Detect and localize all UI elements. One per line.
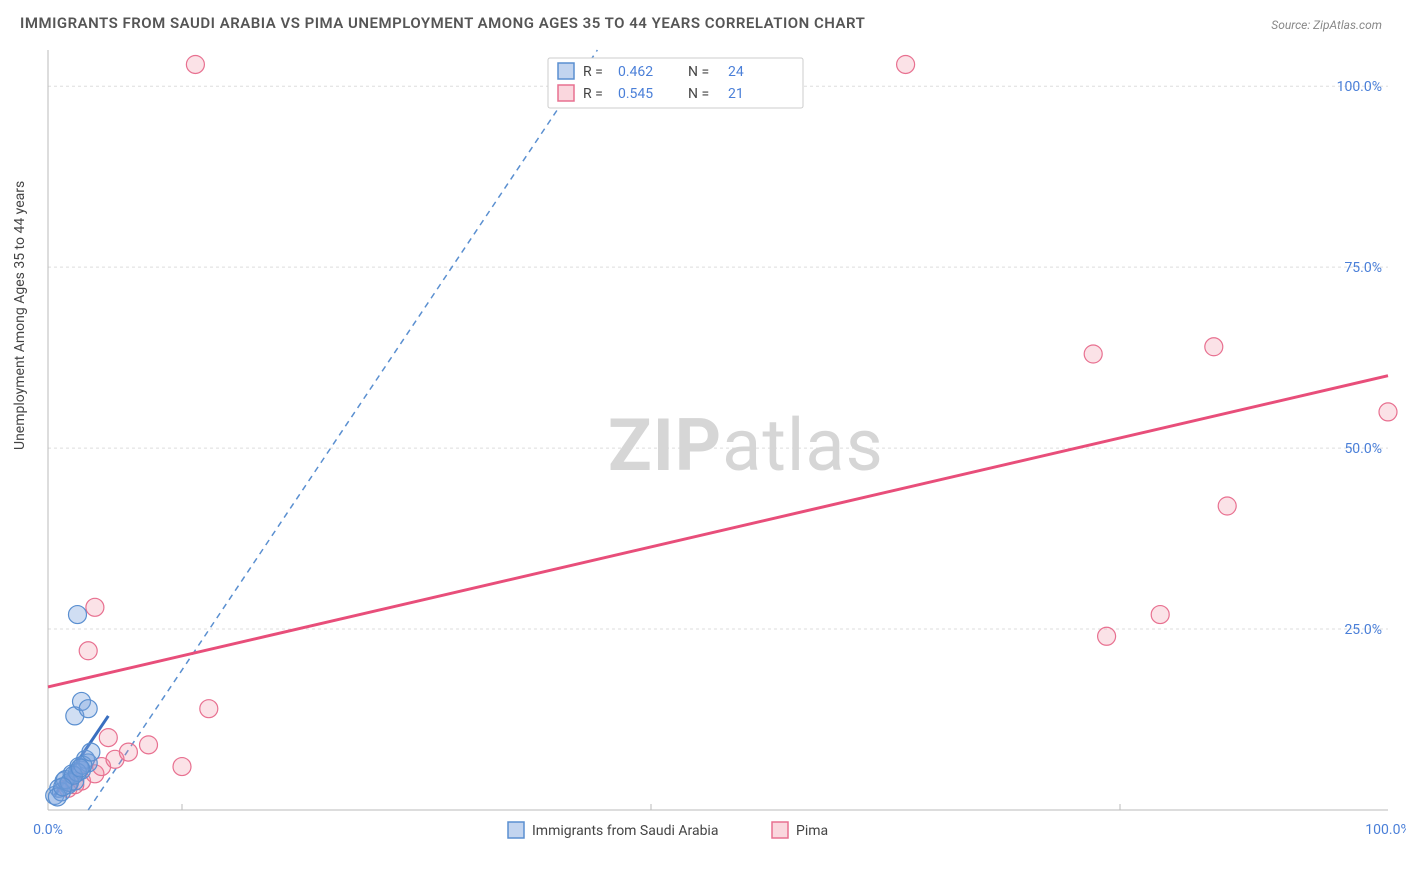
legend-n-value: 21: [728, 86, 744, 102]
legend-n-label: N =: [688, 64, 709, 80]
data-point-pima: [186, 55, 204, 73]
data-point-pima: [200, 700, 218, 718]
y-tick-label: 50.0%: [1344, 441, 1382, 457]
legend-n-label: N =: [688, 86, 709, 102]
legend-r-value: 0.545: [618, 86, 653, 102]
data-point-pima: [1205, 338, 1223, 356]
legend-bottom-swatch: [772, 822, 788, 838]
watermark: ZIPatlas: [608, 403, 884, 488]
x-tick-label: 0.0%: [33, 822, 63, 838]
data-point-pima: [140, 736, 158, 754]
legend-swatch: [558, 85, 574, 101]
y-axis-label: Unemployment Among Ages 35 to 44 years: [12, 181, 28, 450]
series-legend: Immigrants from Saudi Arabia Pima: [508, 822, 828, 839]
y-tick-label: 25.0%: [1344, 622, 1382, 638]
data-point-pima: [1098, 627, 1116, 645]
y-tick-label: 75.0%: [1344, 260, 1382, 276]
chart-title: IMMIGRANTS FROM SAUDI ARABIA VS PIMA UNE…: [20, 14, 865, 32]
data-point-pima: [1151, 606, 1169, 624]
source-attribution: Source: ZipAtlas.com: [1271, 18, 1382, 32]
chart-svg: ZIPatlas 25.0%50.0%75.0%100.0% 0.0%100.0…: [48, 50, 1388, 840]
legend-bottom-swatch: [508, 822, 524, 838]
correlation-legend: R = 0.462 N = 24 R = 0.545 N = 21: [548, 58, 803, 108]
legend-bottom-label: Pima: [796, 823, 828, 839]
data-point-pima: [86, 598, 104, 616]
data-point-saudi: [54, 778, 72, 796]
trend-line-blue-dashed: [88, 50, 597, 810]
data-point-pima: [1218, 497, 1236, 515]
data-point-saudi: [68, 606, 86, 624]
y-tick-label: 100.0%: [1337, 79, 1382, 95]
data-point-saudi: [71, 759, 89, 777]
data-point-pima: [99, 729, 117, 747]
data-point-saudi: [82, 743, 100, 761]
legend-r-value: 0.462: [618, 64, 653, 80]
data-point-pima: [1379, 403, 1397, 421]
legend-r-label: R =: [583, 86, 603, 102]
data-point-pima: [173, 758, 191, 776]
data-point-saudi: [79, 700, 97, 718]
data-point-pima: [119, 743, 137, 761]
legend-bottom-label: Immigrants from Saudi Arabia: [532, 823, 718, 839]
legend-n-value: 24: [728, 64, 744, 80]
data-point-pima: [897, 55, 915, 73]
scatter-plot: ZIPatlas 25.0%50.0%75.0%100.0% 0.0%100.0…: [48, 50, 1388, 840]
data-point-pima: [1084, 345, 1102, 363]
legend-r-label: R =: [583, 64, 603, 80]
x-tick-label: 100.0%: [1365, 822, 1406, 838]
legend-swatch: [558, 63, 574, 79]
data-point-pima: [79, 642, 97, 660]
